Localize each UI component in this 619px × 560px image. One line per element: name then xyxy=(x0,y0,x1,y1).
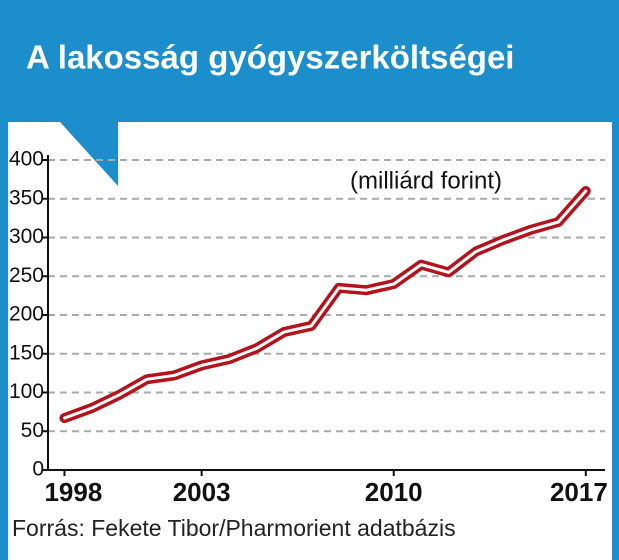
panel xyxy=(8,122,612,560)
y-tick-label: 300 xyxy=(9,225,44,248)
y-tick-label: 0 xyxy=(32,458,44,481)
notch xyxy=(60,122,118,186)
line-inner xyxy=(62,189,588,420)
y-tick-label: 100 xyxy=(9,380,44,403)
y-tick-label: 200 xyxy=(9,303,44,326)
x-tick-label: 2003 xyxy=(173,477,231,507)
y-tick-label: 350 xyxy=(9,186,44,209)
x-tick-label: 1998 xyxy=(44,477,102,507)
y-tick-label: 50 xyxy=(21,419,44,442)
y-tick-label: 400 xyxy=(9,148,44,171)
chart-title: A lakosság gyógyszerköltségei xyxy=(26,39,514,76)
y-tick-label: 250 xyxy=(9,264,44,287)
x-tick-label: 2017 xyxy=(550,477,608,507)
y-tick-label: 150 xyxy=(9,341,44,364)
unit-annotation: (milliárd forint) xyxy=(350,167,502,194)
x-tick-label: 2010 xyxy=(365,477,423,507)
source: Forrás: Fekete Tibor/Pharmorient adatbáz… xyxy=(12,515,456,541)
